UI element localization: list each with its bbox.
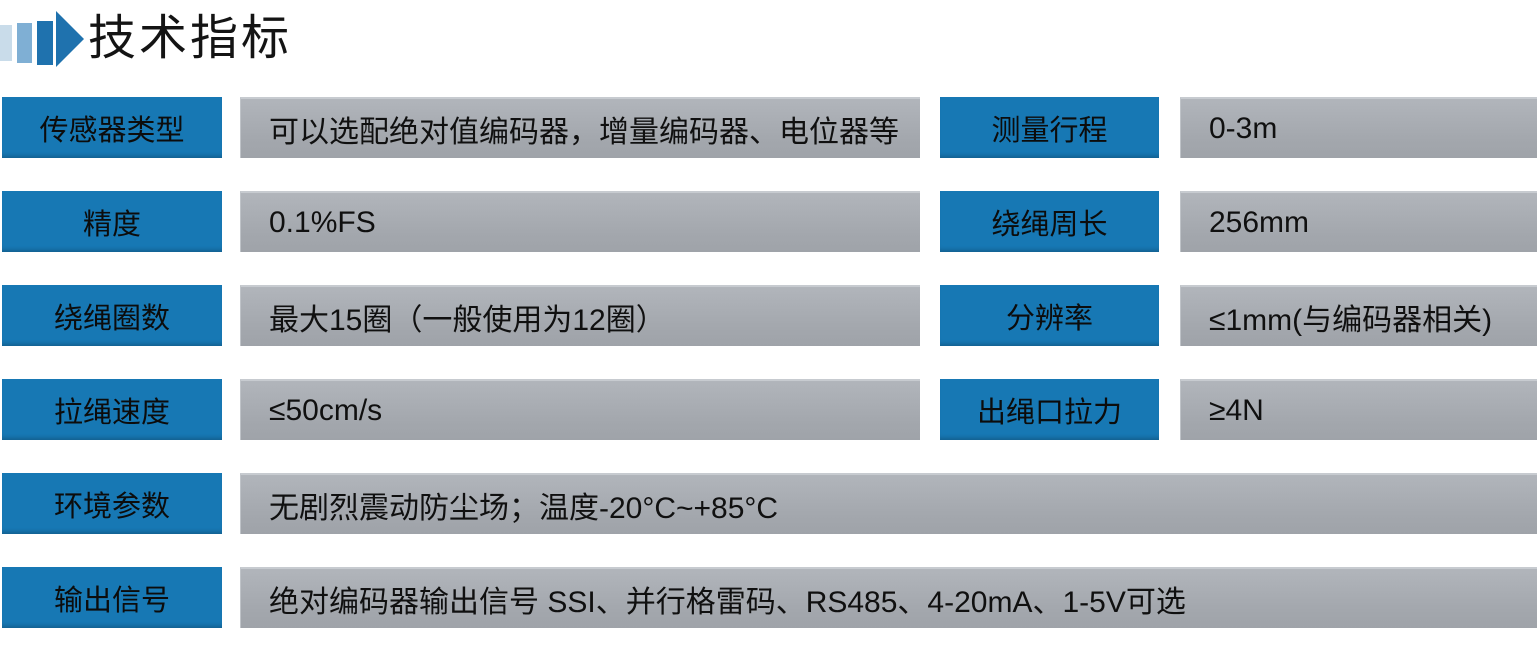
spec-label-drum-circumference: 绕绳周长: [940, 191, 1159, 252]
table-row: 输出信号 绝对编码器输出信号 SSI、并行格雷码、RS485、4-20mA、1-…: [2, 567, 1539, 628]
table-row: 拉绳速度 ≤50cm/s 出绳口拉力 ≥4N: [2, 379, 1539, 440]
table-row: 绕绳圈数 最大15圈（一般使用为12圈） 分辨率 ≤1mm(与编码器相关): [2, 285, 1539, 346]
icon-bar-dark: [37, 21, 53, 65]
section-header: 技术指标: [0, 0, 1539, 70]
spec-label-outlet-tension: 出绳口拉力: [940, 379, 1159, 440]
spec-value-environment: 无剧烈震动防尘场；温度-20°C~+85°C: [240, 473, 1537, 534]
spec-label-winding-turns: 绕绳圈数: [2, 285, 222, 346]
spec-label-environment: 环境参数: [2, 473, 222, 534]
spec-value-resolution: ≤1mm(与编码器相关): [1180, 285, 1537, 346]
spec-value-cable-speed: ≤50cm/s: [240, 379, 920, 440]
spec-value-winding-turns: 最大15圈（一般使用为12圈）: [240, 285, 920, 346]
icon-arrow-triangle: [56, 11, 84, 67]
spec-table: 传感器类型 可以选配绝对值编码器，增量编码器、电位器等 测量行程 0-3m 精度…: [0, 97, 1539, 628]
arrow-bars-icon: [0, 10, 84, 68]
table-row: 环境参数 无剧烈震动防尘场；温度-20°C~+85°C: [2, 473, 1539, 534]
spec-value-output-signal: 绝对编码器输出信号 SSI、并行格雷码、RS485、4-20mA、1-5V可选: [240, 567, 1537, 628]
spec-value-drum-circumference: 256mm: [1180, 191, 1537, 252]
icon-bar-medium: [17, 23, 32, 63]
spec-value-travel-range: 0-3m: [1180, 97, 1537, 158]
spec-value-sensor-type: 可以选配绝对值编码器，增量编码器、电位器等: [240, 97, 920, 158]
spec-label-cable-speed: 拉绳速度: [2, 379, 222, 440]
table-row: 精度 0.1%FS 绕绳周长 256mm: [2, 191, 1539, 252]
spec-value-accuracy: 0.1%FS: [240, 191, 920, 252]
page-title: 技术指标: [88, 12, 293, 65]
table-row: 传感器类型 可以选配绝对值编码器，增量编码器、电位器等 测量行程 0-3m: [2, 97, 1539, 158]
spec-label-accuracy: 精度: [2, 191, 222, 252]
spec-label-travel-range: 测量行程: [940, 97, 1159, 158]
spec-value-outlet-tension: ≥4N: [1180, 379, 1537, 440]
spec-label-sensor-type: 传感器类型: [2, 97, 222, 158]
icon-bar-light: [0, 25, 12, 61]
spec-label-resolution: 分辨率: [940, 285, 1159, 346]
spec-label-output-signal: 输出信号: [2, 567, 222, 628]
